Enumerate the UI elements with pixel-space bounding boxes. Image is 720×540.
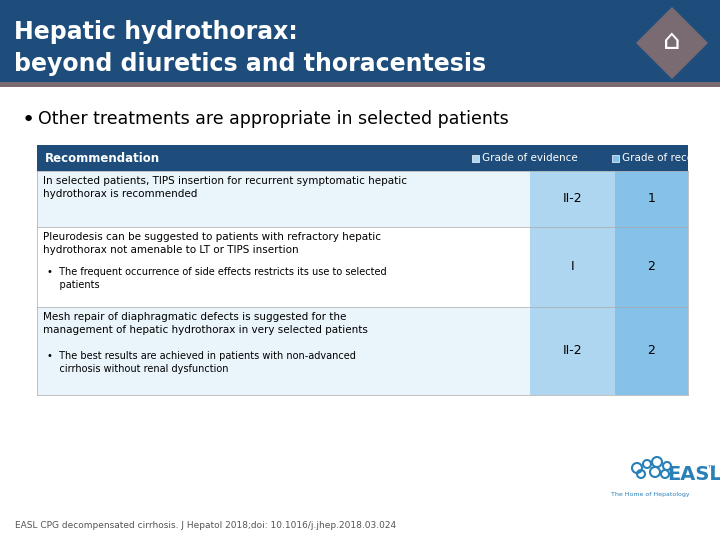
Text: II-2: II-2: [563, 192, 582, 206]
Text: •  The frequent occurrence of side effects restricts its use to selected
    pat: • The frequent occurrence of side effect…: [47, 267, 387, 291]
FancyBboxPatch shape: [615, 307, 688, 395]
Text: ™: ™: [707, 463, 716, 473]
Text: I: I: [571, 260, 575, 273]
Text: beyond diuretics and thoracentesis: beyond diuretics and thoracentesis: [14, 52, 486, 76]
FancyBboxPatch shape: [615, 227, 688, 307]
FancyBboxPatch shape: [530, 227, 615, 307]
FancyBboxPatch shape: [530, 171, 615, 227]
Text: In selected patients, TIPS insertion for recurrent symptomatic hepatic
hydrothor: In selected patients, TIPS insertion for…: [43, 176, 407, 199]
Text: Hepatic hydrothorax:: Hepatic hydrothorax:: [14, 20, 298, 44]
FancyBboxPatch shape: [615, 171, 688, 227]
Text: ⌂: ⌂: [663, 27, 681, 55]
Text: II-2: II-2: [563, 345, 582, 357]
FancyBboxPatch shape: [37, 171, 688, 227]
Text: 2: 2: [647, 345, 655, 357]
Text: Grade of evidence: Grade of evidence: [482, 153, 577, 163]
FancyBboxPatch shape: [612, 154, 619, 161]
Text: EASL: EASL: [667, 465, 720, 484]
Text: Mesh repair of diaphragmatic defects is suggested for the
management of hepatic : Mesh repair of diaphragmatic defects is …: [43, 312, 368, 335]
Text: •  The best results are achieved in patients with non-advanced
    cirrhosis wit: • The best results are achieved in patie…: [47, 350, 356, 374]
Text: •: •: [22, 110, 35, 130]
FancyBboxPatch shape: [37, 227, 688, 307]
Polygon shape: [636, 7, 708, 79]
Text: 1: 1: [647, 192, 655, 206]
Text: Grade of recommendation: Grade of recommendation: [622, 153, 720, 163]
Text: Other treatments are appropriate in selected patients: Other treatments are appropriate in sele…: [38, 110, 509, 128]
FancyBboxPatch shape: [0, 0, 720, 82]
Text: The Home of Hepatology: The Home of Hepatology: [611, 492, 689, 497]
Text: Pleurodesis can be suggested to patients with refractory hepatic
hydrothorax not: Pleurodesis can be suggested to patients…: [43, 232, 381, 255]
FancyBboxPatch shape: [37, 307, 688, 395]
Text: Recommendation: Recommendation: [45, 152, 160, 165]
FancyBboxPatch shape: [0, 82, 720, 87]
FancyBboxPatch shape: [37, 145, 688, 171]
Text: EASL CPG decompensated cirrhosis. J Hepatol 2018;doi: 10.1016/j.jhep.2018.03.024: EASL CPG decompensated cirrhosis. J Hepa…: [15, 521, 396, 530]
FancyBboxPatch shape: [530, 307, 615, 395]
Text: 2: 2: [647, 260, 655, 273]
FancyBboxPatch shape: [472, 154, 479, 161]
